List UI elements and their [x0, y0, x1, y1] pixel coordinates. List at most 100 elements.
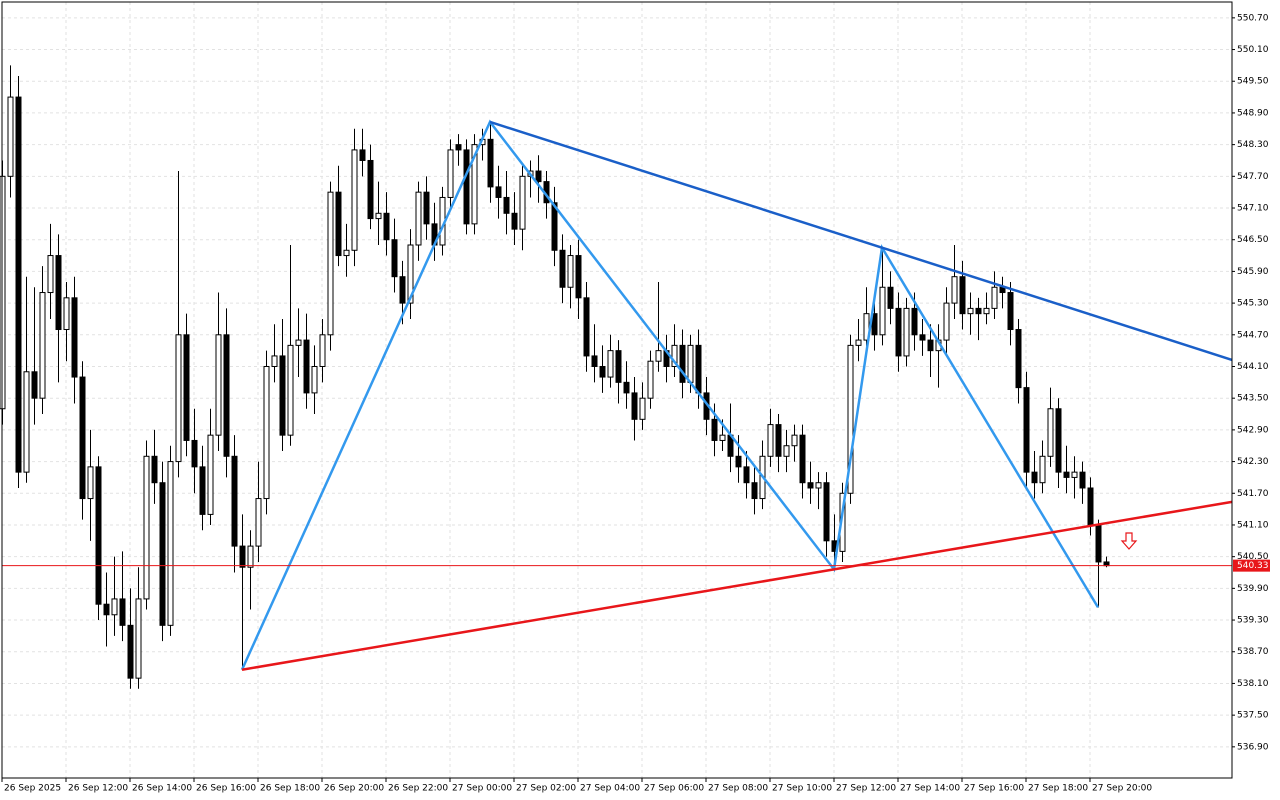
- plot-frame: [1, 1, 1233, 779]
- candle-body: [903, 307, 910, 357]
- candle-body: [927, 339, 934, 352]
- candle-body: [407, 244, 414, 304]
- candle-body: [487, 138, 494, 188]
- candle-body: [1087, 487, 1094, 526]
- candle-body: [631, 392, 638, 420]
- y-tick-label: 550.10: [1237, 45, 1269, 55]
- candle-body: [879, 286, 886, 336]
- x-tick-label: 27 Sep 12:00: [836, 784, 896, 794]
- candle-body: [215, 334, 222, 436]
- candle-body: [495, 186, 502, 198]
- candle-body: [47, 255, 54, 294]
- y-tick-label: 540.50: [1237, 552, 1269, 562]
- candle-body: [207, 434, 214, 515]
- candle-body: [1103, 561, 1110, 567]
- candle-body: [287, 344, 294, 436]
- candle-body: [351, 149, 358, 251]
- x-tick-label: 27 Sep 04:00: [580, 784, 640, 794]
- candle-body: [79, 376, 86, 500]
- x-tick-label: 26 Sep 20:00: [324, 784, 384, 794]
- candle-body: [239, 545, 246, 568]
- candle-body: [807, 482, 814, 489]
- candle-body: [887, 286, 894, 309]
- candle-body: [327, 191, 334, 336]
- candle-body: [103, 603, 110, 616]
- x-tick-label: 27 Sep 00:00: [452, 784, 512, 794]
- y-tick-label: 542.90: [1237, 425, 1269, 435]
- candle-body: [599, 365, 606, 378]
- candle-body: [271, 355, 278, 367]
- x-tick-label: 27 Sep 18:00: [1028, 784, 1088, 794]
- candle-body: [1039, 455, 1046, 484]
- candle-body: [319, 334, 326, 367]
- x-tick-label: 27 Sep 14:00: [900, 784, 960, 794]
- y-tick-label: 539.30: [1237, 616, 1269, 626]
- x-tick-label: 26 Sep 16:00: [196, 784, 256, 794]
- y-tick-label: 545.90: [1237, 267, 1269, 277]
- plot: [0, 65, 1233, 689]
- candle-body: [55, 255, 62, 331]
- y-tick-label: 544.10: [1237, 362, 1269, 372]
- candle-body: [455, 144, 462, 151]
- candle-body: [191, 439, 198, 468]
- candle-body: [951, 276, 958, 304]
- candle-body: [111, 598, 118, 616]
- candle-body: [967, 307, 974, 315]
- x-tick-label: 26 Sep 14:00: [132, 784, 192, 794]
- candle-body: [87, 466, 94, 500]
- candle-body: [1071, 471, 1078, 478]
- candle-body: [23, 371, 30, 473]
- candle-body: [463, 149, 470, 225]
- x-tick-label: 26 Sep 22:00: [388, 784, 448, 794]
- candle-body: [359, 149, 366, 161]
- trend-line: [241, 500, 1233, 671]
- candle-body: [647, 360, 654, 399]
- candle-body: [911, 307, 918, 336]
- candle-body: [591, 355, 598, 367]
- y-tick-label: 538.70: [1237, 647, 1269, 657]
- candle-body: [231, 455, 238, 547]
- candle-body: [31, 371, 38, 399]
- candle-body: [159, 482, 166, 626]
- candle-body: [775, 424, 782, 457]
- candle-body: [135, 598, 142, 679]
- y-tick-label: 547.70: [1237, 172, 1269, 182]
- candle-body: [991, 286, 998, 309]
- candle-body: [679, 344, 686, 383]
- candle-body: [895, 307, 902, 357]
- candle-body: [15, 96, 22, 473]
- candle-body: [95, 466, 102, 605]
- candle-body: [623, 381, 630, 394]
- x-tick-label: 26 Sep 18:00: [260, 784, 320, 794]
- y-tick-label: 546.50: [1237, 235, 1269, 245]
- candle-body: [823, 482, 830, 542]
- candle-body: [335, 191, 342, 257]
- candle-body: [1007, 292, 1014, 331]
- y-tick-label: 544.70: [1237, 330, 1269, 340]
- candle-body: [855, 339, 862, 346]
- candle-body: [975, 307, 982, 315]
- candle-body: [575, 255, 582, 299]
- candle-body: [583, 297, 590, 357]
- candle-body: [255, 498, 262, 547]
- y-tick-label: 547.10: [1237, 204, 1269, 214]
- y-tick-label: 548.90: [1237, 108, 1269, 118]
- x-tick-label: 27 Sep 02:00: [516, 784, 576, 794]
- candle-body: [143, 455, 150, 600]
- x-tick-label: 27 Sep 10:00: [772, 784, 832, 794]
- candle-body: [183, 334, 190, 441]
- candle-body: [295, 339, 302, 346]
- candle-body: [983, 307, 990, 315]
- candle-body: [671, 344, 678, 367]
- axes: 550.70 550.10 549.50 548.90 548.30 547.70 547.…: [1, 13, 1270, 794]
- candle-body: [263, 365, 270, 500]
- x-tick-label: 27 Sep 08:00: [708, 784, 768, 794]
- candle-body: [151, 455, 158, 484]
- candle-body: [447, 149, 454, 198]
- candle-body: [511, 212, 518, 230]
- sell-arrow: [1120, 532, 1138, 550]
- y-tick-label: 541.10: [1237, 520, 1269, 530]
- candle-body: [1079, 471, 1086, 489]
- y-tick-label: 548.30: [1237, 140, 1269, 150]
- candle-body: [311, 365, 318, 394]
